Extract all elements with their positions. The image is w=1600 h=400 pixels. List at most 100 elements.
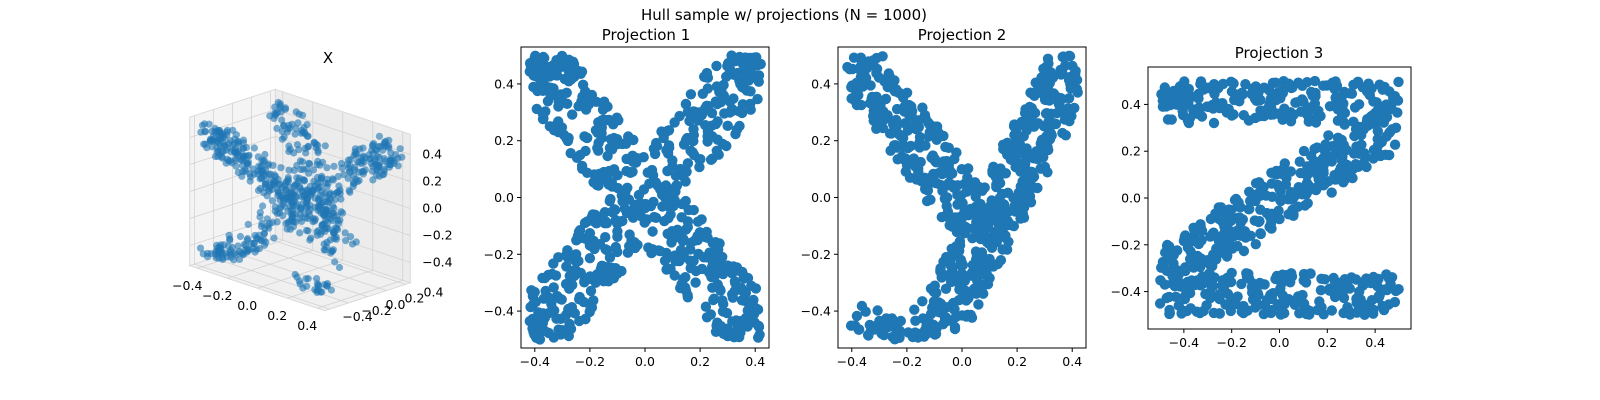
scatter-point: [659, 255, 671, 266]
scatter-point: [563, 61, 574, 73]
scatter-point-3d: [375, 132, 383, 140]
scatter-point: [731, 315, 742, 326]
scatter-point-3d: [259, 202, 267, 210]
scatter-point: [738, 320, 750, 331]
scatter-point: [1156, 89, 1167, 100]
scatter-point: [683, 204, 694, 216]
y-tick-label: −0.4: [1111, 284, 1141, 299]
scatter-point: [926, 172, 937, 183]
x-tick-label: 0.4: [1365, 335, 1385, 350]
scatter-point: [707, 282, 718, 293]
scatter-point: [594, 239, 606, 250]
scatter-point: [695, 154, 706, 165]
scatter-point-3d: [292, 193, 300, 201]
scatter-point: [750, 283, 762, 294]
scatter-point-3d: [367, 159, 375, 168]
scatter-point-3d: [359, 144, 367, 152]
scatter-point: [995, 255, 1007, 266]
scatter-point: [1381, 111, 1393, 123]
scatter-point-3d: [337, 208, 345, 216]
scatter-point: [1363, 299, 1375, 310]
scatter-point: [1312, 304, 1323, 316]
scatter-point: [1043, 144, 1054, 156]
scatter-point-3d: [304, 227, 312, 235]
scatter-point-3d: [273, 218, 281, 226]
scatter-point: [583, 273, 595, 285]
scatter-point: [585, 302, 596, 313]
scatter-point: [1320, 139, 1331, 150]
scatter-point: [1235, 229, 1246, 240]
scatter-point: [1348, 79, 1359, 91]
scatter-point: [753, 321, 765, 333]
scatter-point: [1267, 191, 1278, 202]
scatter-point: [1323, 130, 1334, 141]
scatter-point: [613, 217, 624, 228]
scatter-point: [729, 276, 741, 287]
panel-3d-title: X: [323, 49, 333, 67]
scatter-point-3d: [335, 263, 344, 272]
scatter-point-3d: [260, 230, 268, 238]
scatter-point-3d: [304, 142, 312, 150]
scatter-point: [981, 268, 992, 279]
scatter-point: [608, 132, 620, 144]
scatter-point: [1253, 187, 1265, 199]
scatter-point: [724, 107, 736, 118]
scatter-point-3d: [347, 156, 355, 164]
x-tick-label: 0.0: [1270, 335, 1290, 350]
scatter-point: [1253, 299, 1265, 310]
scatter-point: [1026, 103, 1038, 114]
scatter-point: [1281, 107, 1292, 119]
scatter-point-3d: [227, 250, 235, 258]
scatter-point: [592, 142, 603, 154]
scatter-point-3d: [236, 232, 244, 241]
scatter-point: [993, 219, 1004, 230]
scatter-point: [1339, 274, 1351, 285]
scatter-point-3d: [276, 104, 284, 112]
panel-1-title: Projection 1: [602, 26, 690, 44]
scatter-point: [1166, 114, 1177, 125]
scatter-point: [990, 171, 1002, 183]
scatter-point: [1253, 177, 1265, 188]
scatter-point: [963, 163, 974, 174]
scatter-point: [1266, 223, 1277, 234]
scatter-point: [746, 68, 757, 79]
scatter-point: [978, 279, 989, 290]
scatter-point: [1274, 183, 1285, 194]
scatter-point-3d: [291, 130, 299, 138]
scatter-point: [853, 90, 864, 101]
scatter-point: [685, 237, 696, 249]
scatter-point: [1164, 241, 1175, 252]
scatter-point: [969, 286, 980, 297]
scatter-point: [736, 107, 748, 119]
x-tick-label: −0.4: [1169, 335, 1199, 350]
scatter-point-3d: [289, 223, 297, 231]
scatter-point: [973, 299, 984, 310]
scatter-point: [534, 334, 546, 345]
scatter-point: [1393, 76, 1404, 88]
scatter-point: [936, 272, 947, 283]
scatter-point-3d: [304, 275, 312, 283]
scatter-point: [949, 153, 960, 165]
scatter-point-3d: [313, 280, 321, 288]
scatter-point: [1351, 307, 1363, 318]
scatter-point: [984, 253, 995, 265]
scatter-point: [878, 114, 889, 126]
scatter-point: [947, 267, 958, 279]
scatter-point-3d: [351, 166, 359, 174]
scatter-point: [1285, 190, 1296, 201]
scatter-point: [1332, 132, 1344, 143]
scatter-point: [1057, 51, 1068, 63]
scatter-point: [941, 192, 952, 204]
scatter-point: [950, 241, 962, 252]
scatter-point: [1012, 131, 1023, 142]
scatter-point-3d: [300, 192, 308, 200]
scatter-point: [908, 153, 919, 164]
scatter-point-3d: [235, 255, 244, 263]
scatter-point: [571, 268, 583, 279]
scatter-point: [1213, 204, 1225, 215]
scatter-point: [930, 121, 942, 132]
scatter-point-3d: [330, 162, 338, 170]
scatter-point: [1349, 102, 1361, 113]
z-tick-label-3d: 0.4: [422, 147, 442, 162]
scatter-point: [860, 72, 872, 84]
